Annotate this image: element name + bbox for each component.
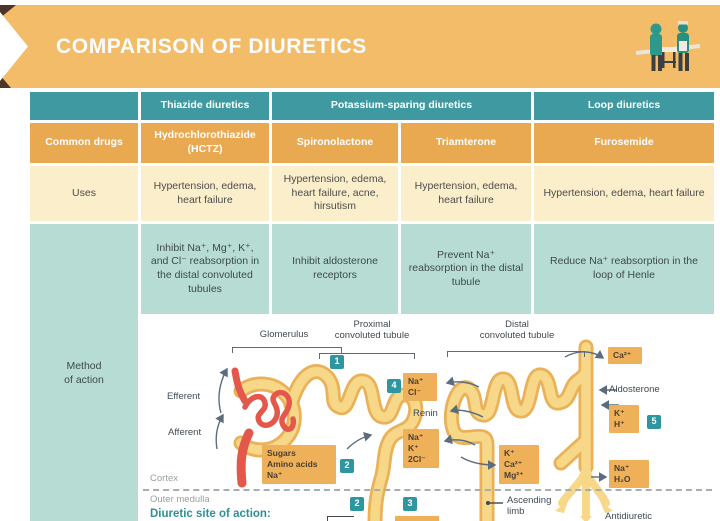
proximal-tubule-label: Proximal convoluted tubule — [334, 319, 410, 342]
chevron-right-icon — [0, 12, 28, 81]
drug-hctz: Hydrochlorothiazide (HCTZ) — [141, 123, 269, 163]
site-badge-2: 2 — [340, 459, 354, 473]
diuretic-site-heading: Diuretic site of action: — [150, 508, 271, 520]
site-badge-2-medulla: 2 — [350, 497, 364, 511]
uses-spironolactone: Hypertension, edema, heart failure, acne… — [272, 166, 398, 221]
k-ca-mg-box: K⁺ Ca²⁺ Mg²⁺ — [499, 445, 539, 485]
clinicians-at-table-icon — [635, 21, 701, 71]
site-3-box-partial — [395, 516, 439, 521]
ribbon-fold-bottom — [0, 75, 11, 88]
aldosterone-label: Aldosterone — [609, 384, 660, 395]
col-header-empty — [30, 92, 138, 120]
glomerulus-bracket — [232, 347, 342, 353]
site-badge-5: 5 — [647, 415, 661, 429]
uses-triamterone: Hypertension, edema, heart failure — [401, 166, 531, 221]
method-furosemide: Reduce Na⁺ reabsorption in the loop of H… — [534, 224, 714, 314]
row-label-uses: Uses — [30, 166, 138, 221]
glomerulus-label: Glomerulus — [259, 329, 309, 340]
na-k-2cl-box: Na⁺ K⁺ 2Cl⁻ — [403, 429, 439, 469]
col-header-thiazide: Thiazide diuretics — [141, 92, 269, 120]
page-title: COMPARISON OF DIURETICS — [56, 34, 367, 58]
efferent-label: Efferent — [167, 391, 201, 402]
comparison-table: Thiazide diuretics Potassium-sparing diu… — [30, 92, 714, 521]
ca-box: Ca²⁺ — [608, 347, 642, 365]
row-label-method: Method of action — [30, 224, 138, 521]
drug-furosemide: Furosemide — [534, 123, 714, 163]
uses-thiazide: Hypertension, edema, heart failure — [141, 166, 269, 221]
nephron-diagram: Glomerulus Proximal convoluted tubule Di… — [141, 317, 714, 521]
header-banner: COMPARISON OF DIURETICS — [0, 5, 720, 88]
row-label-common-drugs: Common drugs — [30, 123, 138, 163]
site-badge-3-medulla: 3 — [403, 497, 417, 511]
renin-label: Renin — [413, 408, 438, 419]
uses-furosemide: Hypertension, edema, heart failure — [534, 166, 714, 221]
site-2-pointer-line — [327, 516, 354, 521]
method-spironolactone: Inhibit aldosterone receptors — [272, 224, 398, 314]
col-header-loop: Loop diuretics — [534, 92, 714, 120]
ascending-limb-label: Ascending limb — [507, 495, 552, 518]
antidiuretic-label: Antidiuretic — [605, 511, 652, 521]
site-badge-4: 4 — [387, 379, 401, 393]
col-header-potassium-sparing: Potassium-sparing diuretics — [272, 92, 531, 120]
drug-spironolactone: Spironolactone — [272, 123, 398, 163]
distal-bracket — [447, 351, 585, 357]
afferent-label: Afferent — [168, 427, 202, 438]
method-thiazide: Inhibit Na⁺, Mg⁺, K⁺, and Cl⁻ reabsorpti… — [141, 224, 269, 314]
cortex-label: Cortex — [150, 473, 178, 484]
outer-medulla-label: Outer medulla — [150, 494, 210, 505]
nephron-art — [215, 339, 619, 521]
na-cl-box: Na⁺ Cl⁻ — [403, 373, 437, 402]
k-h-box: K⁺ H⁺ — [609, 405, 639, 434]
cortex-medulla-boundary — [143, 489, 712, 491]
sugars-aminoacids-na-box: Sugars Amino acids Na⁺ — [262, 445, 336, 485]
distal-tubule-label: Distal convoluted tubule — [479, 319, 555, 342]
drug-triamterone: Triamterone — [401, 123, 531, 163]
na-h2o-box: Na⁺ H₂O — [609, 460, 649, 489]
method-triamterone: Prevent Na⁺ reabsorption in the distal t… — [401, 224, 531, 314]
proximal-bracket — [319, 353, 415, 359]
site-badge-1: 1 — [330, 355, 344, 369]
